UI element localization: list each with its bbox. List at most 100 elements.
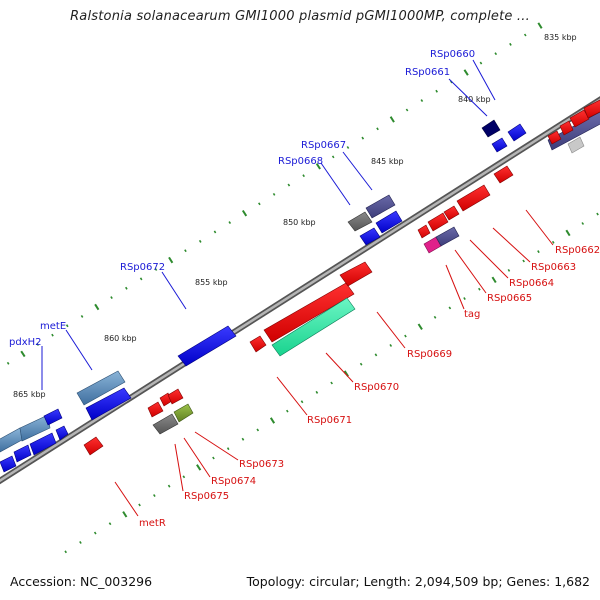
gene-arrow[interactable] [339, 261, 373, 287]
gene-label[interactable]: RSp0660 [430, 49, 475, 60]
gene-arrow[interactable] [493, 165, 514, 184]
gene-arrow[interactable] [43, 408, 63, 426]
gene-arrow[interactable] [19, 414, 51, 442]
gene-label[interactable]: RSp0665 [487, 293, 532, 304]
gene-label[interactable]: RSp0672 [120, 262, 165, 273]
ruler-label: 835 kbp [544, 33, 577, 42]
gene-arrow[interactable] [569, 109, 590, 128]
gene-arrow[interactable] [147, 401, 164, 418]
gene-arrow[interactable] [13, 444, 32, 463]
gene-arrow[interactable] [85, 387, 132, 421]
ruler-tick [51, 333, 54, 337]
ruler-tick [448, 306, 452, 310]
gene-arrow[interactable] [359, 227, 381, 246]
ruler-tick [420, 99, 424, 103]
gene-arrow-RSp0663[interactable] [443, 205, 460, 221]
gene-arrow-RSp0668[interactable] [347, 211, 373, 232]
gene-arrow-RSp0662[interactable] [456, 184, 491, 212]
ruler-label: 845 kbp [371, 157, 404, 166]
gene-arrow[interactable] [559, 120, 574, 136]
ruler-tick [241, 437, 245, 441]
ruler-tick [93, 531, 97, 535]
gene-arrow-RSp0661[interactable] [481, 119, 501, 138]
gene-label[interactable]: tag [464, 309, 480, 320]
gene-label[interactable]: RSp0668 [278, 156, 323, 167]
gene-label[interactable]: RSp0664 [509, 278, 554, 289]
ruler-tick [463, 297, 466, 301]
ruler-labels: 835 kbp 840 kbp 845 kbp 850 kbp 855 kbp … [13, 33, 577, 399]
gene-label[interactable]: metE [40, 321, 66, 332]
gene-arrow[interactable] [29, 432, 57, 456]
gene-label[interactable]: pdxH2 [9, 337, 42, 348]
ruler-tick [269, 417, 276, 424]
ruler-tick [551, 240, 555, 244]
gene-arrow[interactable] [567, 136, 585, 154]
ruler-tick [125, 286, 128, 290]
gene-arrow-RSp0672[interactable] [177, 325, 237, 367]
gene-arrow[interactable] [583, 99, 600, 119]
gene-label[interactable]: RSp0662 [555, 245, 600, 256]
ruler-tick [537, 250, 540, 254]
gene-label[interactable]: RSp0670 [354, 382, 399, 393]
ruler-tick [346, 146, 350, 149]
ruler-tick [479, 61, 483, 65]
ruler-tick [596, 212, 599, 216]
ruler-tick [154, 268, 158, 271]
gene-arrow[interactable] [417, 224, 431, 239]
gene-arrow[interactable] [167, 388, 184, 405]
gene-arrow-RSp0675[interactable] [152, 413, 179, 435]
ruler-tick [226, 447, 230, 451]
ruler-tick [300, 400, 304, 404]
gene-label[interactable]: RSp0674 [211, 476, 256, 487]
gene-arrow-RSp0667[interactable] [365, 194, 396, 219]
gene-arrow[interactable] [547, 130, 562, 145]
gene-arrow[interactable] [55, 425, 69, 441]
gene-label[interactable]: RSp0673 [239, 459, 284, 470]
ruler-tick-marks [6, 22, 599, 554]
ruler-tick [433, 315, 437, 319]
gene-label[interactable]: RSp0669 [407, 349, 452, 360]
ruler-tick [272, 192, 276, 196]
ruler-tick [389, 116, 395, 123]
gene-arrow-RSp0670[interactable] [271, 297, 356, 357]
gene-label[interactable]: RSp0675 [184, 491, 229, 502]
ruler-tick [331, 155, 335, 159]
ruler-tick [302, 174, 305, 178]
gene-arrow[interactable] [491, 137, 508, 153]
gene-label[interactable]: RSp0671 [307, 415, 352, 426]
gene-label[interactable]: RSp0663 [531, 262, 576, 273]
ruler-tick [198, 239, 202, 243]
gene-arrow-RSp0669[interactable] [263, 282, 355, 343]
gene-arrow-RSp0665[interactable] [435, 226, 460, 247]
ruler-tick [64, 550, 67, 554]
gene-arrow[interactable] [0, 455, 17, 473]
gene-label[interactable]: RSp0661 [405, 67, 450, 78]
page-title: Ralstonia solanacearum GMI1000 plasmid p… [70, 9, 530, 24]
gene-arrow-RSp0664[interactable] [427, 212, 449, 232]
ruler-tick [463, 69, 469, 76]
gene-arrow-metE[interactable] [76, 370, 126, 406]
gene-arrow[interactable] [0, 427, 23, 453]
gene-arrow-RSp0674[interactable] [173, 403, 194, 423]
gene-label[interactable]: RSp0667 [301, 140, 346, 151]
gene-arrow-RSp0671[interactable] [249, 335, 267, 353]
ruler-tick [228, 221, 232, 225]
ruler-tick [110, 296, 113, 300]
gene-label[interactable]: metR [139, 518, 166, 529]
gene-arrow-metR[interactable] [83, 436, 104, 456]
reverse-genes [83, 99, 600, 456]
genome-backbone [0, 96, 600, 485]
genome-summary-text: Topology: circular; Length: 2,094,509 bp… [246, 574, 590, 589]
ruler-tick [359, 362, 363, 366]
ruler-tick [79, 540, 82, 544]
ruler-tick [286, 409, 289, 413]
gene-arrow-RSp0660[interactable] [507, 123, 527, 142]
ruler-tick [494, 52, 498, 56]
ruler-tick [80, 314, 84, 318]
ruler-label: 860 kbp [104, 334, 137, 343]
ruler-tick [507, 268, 511, 272]
ruler-tick [417, 323, 423, 330]
ruler-label: 850 kbp [283, 218, 316, 227]
gene-arrow[interactable] [375, 210, 403, 234]
